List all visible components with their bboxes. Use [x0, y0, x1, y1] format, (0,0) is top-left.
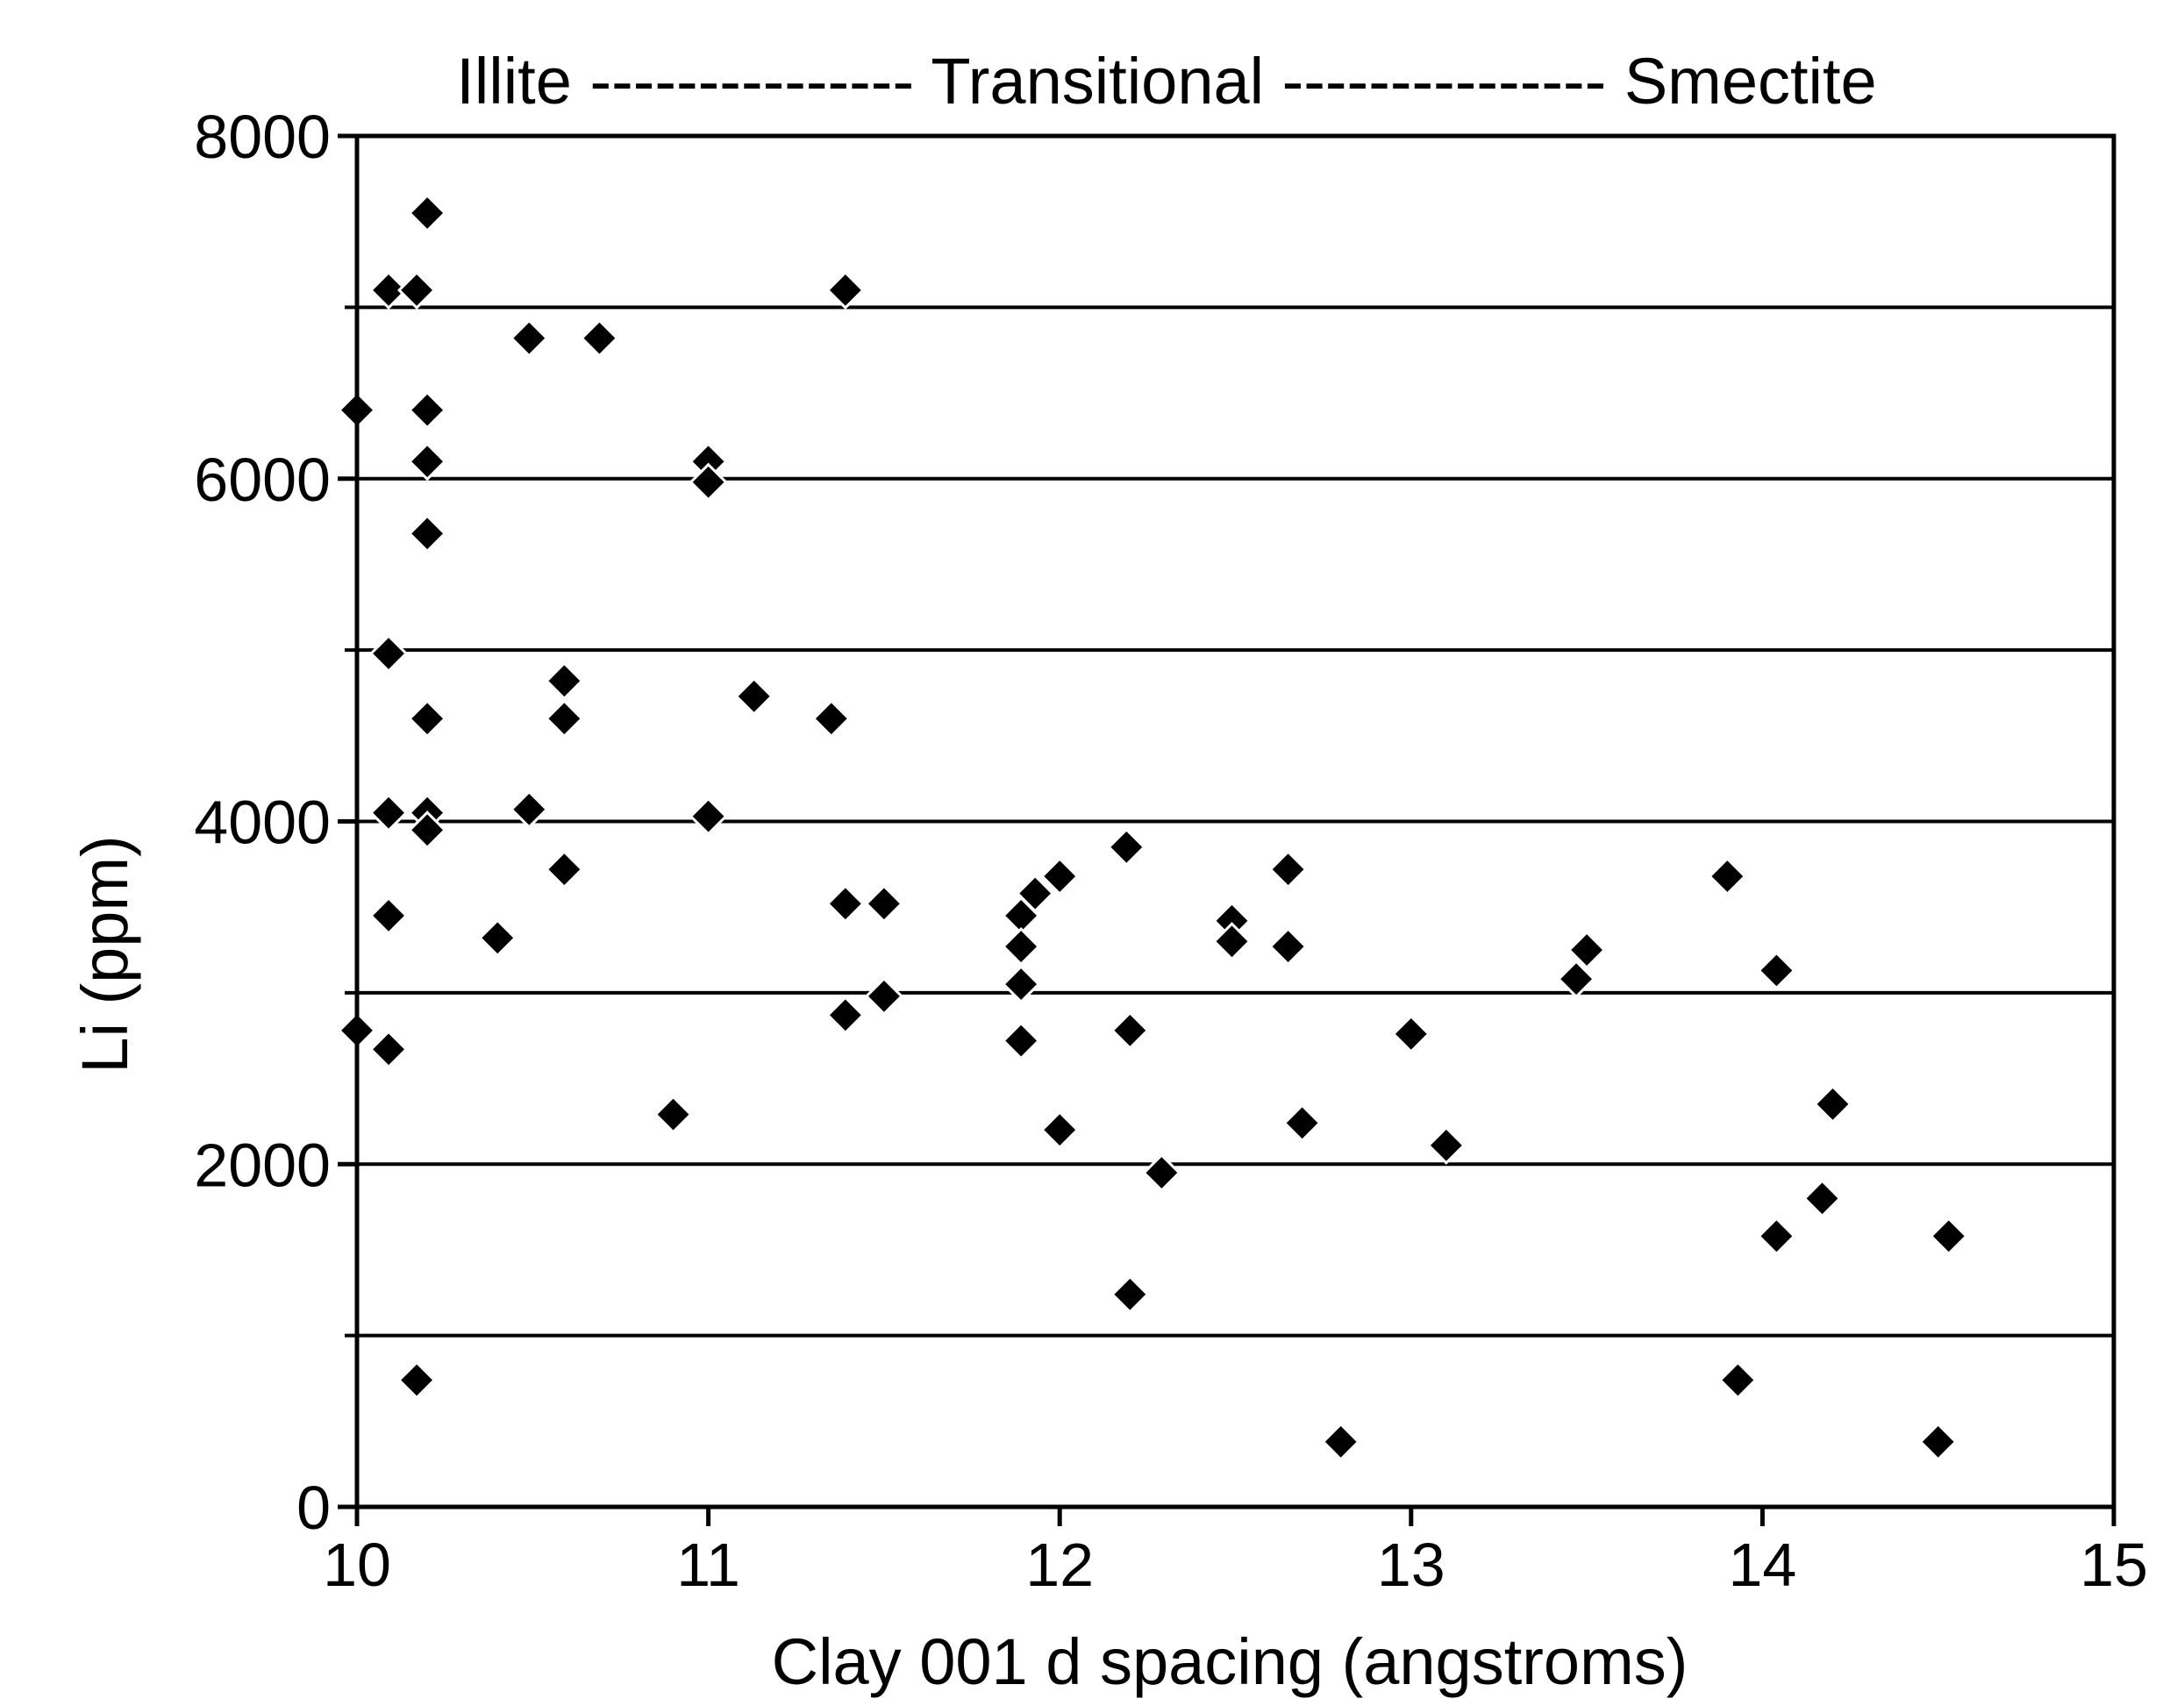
- data-point: [1107, 827, 1146, 867]
- data-point: [545, 850, 584, 889]
- data-point: [1282, 1103, 1322, 1143]
- data-point: [478, 918, 517, 958]
- data-point: [368, 896, 409, 936]
- data-point: [407, 514, 447, 553]
- data-point: [1802, 1179, 1842, 1218]
- data-point: [368, 270, 409, 310]
- data-point: [1110, 1010, 1150, 1050]
- data-point: [1268, 927, 1308, 967]
- data-point: [1321, 1422, 1360, 1461]
- x-tick-label: 13: [1377, 1531, 1445, 1599]
- data-points: [337, 193, 1968, 1461]
- x-tick-label: 11: [676, 1531, 740, 1599]
- x-tick-label: 12: [1025, 1531, 1094, 1599]
- data-point: [580, 318, 619, 358]
- data-point: [1718, 1360, 1758, 1400]
- y-tick-label: 6000: [194, 446, 331, 514]
- y-tick-label: 0: [296, 1474, 331, 1542]
- y-axis-label: Li (ppm): [68, 835, 141, 1073]
- data-point: [825, 996, 865, 1035]
- y-tick-label: 2000: [194, 1131, 331, 1199]
- data-point: [368, 793, 409, 832]
- data-point: [407, 699, 447, 739]
- y-axis: 0 2000 4000 6000 8000: [194, 103, 357, 1542]
- data-point: [689, 462, 728, 502]
- data-point: [1110, 1274, 1150, 1314]
- data-point: [1426, 1125, 1466, 1165]
- data-point: [407, 193, 447, 233]
- x-axis: 10 11 12 13 14 15: [323, 1507, 2148, 1599]
- data-point: [1757, 1217, 1796, 1256]
- data-point: [1002, 964, 1041, 1004]
- data-point: [653, 1095, 693, 1134]
- data-point: [1040, 856, 1080, 896]
- data-point: [825, 270, 865, 310]
- data-point: [1016, 874, 1055, 913]
- data-point: [1268, 850, 1308, 889]
- x-tick-label: 15: [2080, 1531, 2148, 1599]
- data-point: [396, 1360, 437, 1400]
- data-point: [1929, 1217, 1968, 1256]
- data-point: [734, 676, 774, 716]
- data-point: [825, 884, 865, 924]
- data-point: [368, 1030, 409, 1069]
- data-point: [811, 699, 851, 739]
- data-point: [1142, 1153, 1181, 1193]
- data-point: [1567, 930, 1607, 970]
- data-point: [510, 789, 549, 829]
- chart-header: Illite --------------- Transitional ----…: [456, 45, 1876, 118]
- data-point: [545, 661, 584, 701]
- data-point: [864, 976, 904, 1016]
- data-point: [510, 318, 549, 358]
- data-point: [689, 796, 728, 836]
- data-point: [1918, 1422, 1958, 1461]
- data-point: [864, 884, 904, 924]
- gridlines: [357, 305, 2114, 1338]
- data-point: [407, 442, 447, 482]
- data-point: [1212, 922, 1252, 961]
- data-point: [396, 270, 437, 310]
- data-point: [368, 633, 409, 674]
- data-point: [1708, 856, 1747, 896]
- x-tick-label: 10: [323, 1531, 391, 1599]
- data-point: [1002, 1021, 1041, 1060]
- y-tick-label: 4000: [194, 789, 331, 857]
- data-point: [407, 810, 447, 850]
- data-point: [1556, 960, 1596, 999]
- data-point: [545, 699, 584, 739]
- data-point: [1002, 927, 1041, 967]
- y-tick-label: 8000: [194, 103, 331, 171]
- data-point: [1757, 951, 1796, 990]
- data-point: [407, 390, 447, 430]
- data-point: [1391, 1014, 1431, 1053]
- data-point: [1040, 1110, 1080, 1150]
- x-tick-label: 14: [1728, 1531, 1796, 1599]
- x-axis-label: Clay 001 d spacing (angstroms): [772, 1625, 1688, 1698]
- data-point: [1813, 1084, 1852, 1124]
